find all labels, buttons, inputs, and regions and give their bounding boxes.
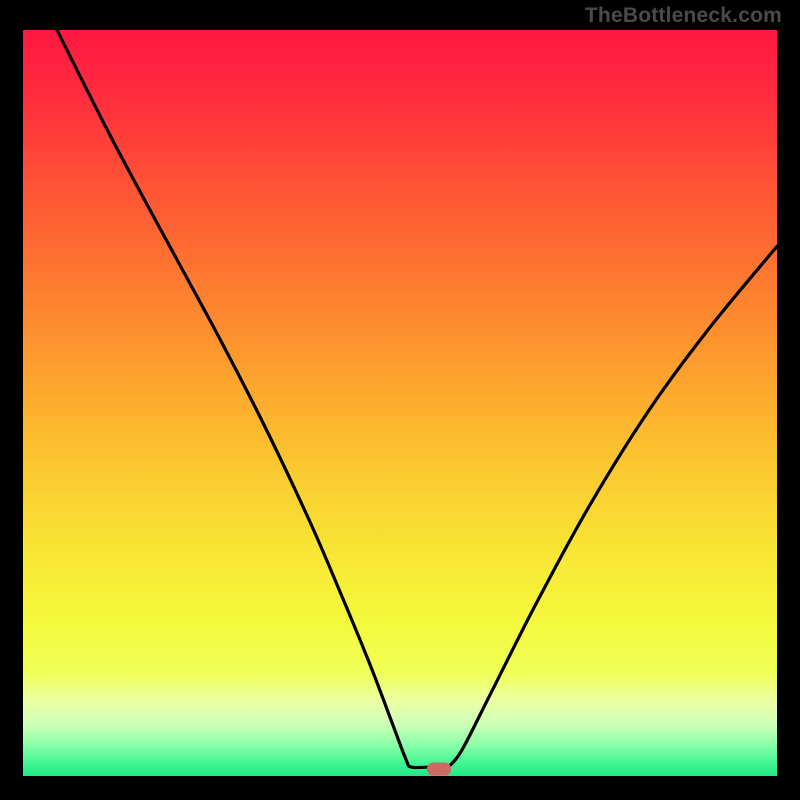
curve-layer <box>23 30 777 776</box>
watermark-text: TheBottleneck.com <box>585 4 782 28</box>
plot-area <box>23 30 777 776</box>
optimum-marker <box>427 762 451 775</box>
bottleneck-curve <box>57 30 777 768</box>
chart-frame: TheBottleneck.com <box>0 0 800 800</box>
